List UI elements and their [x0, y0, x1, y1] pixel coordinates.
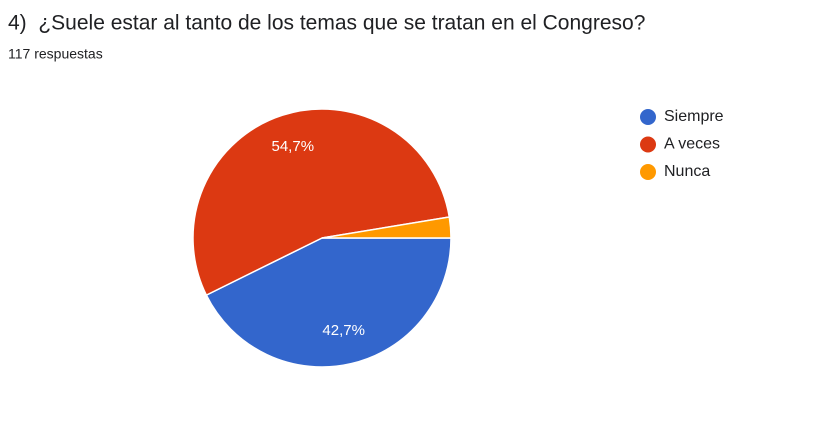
slice-label: 54,7%	[272, 138, 315, 155]
legend-label: A veces	[664, 136, 720, 153]
legend-swatch	[640, 136, 656, 153]
slice-label: 42,7%	[322, 322, 365, 339]
legend-swatch	[640, 109, 656, 125]
legend-label: Nunca	[664, 163, 710, 180]
chart-subtitle: 117 respuestas	[8, 46, 103, 62]
legend-label: Siempre	[664, 108, 724, 125]
pie-slice	[192, 108, 451, 297]
pie-slice	[205, 237, 452, 368]
pie-slice	[321, 216, 452, 239]
legend-swatch	[640, 164, 656, 180]
chart-title: 4) ¿Suele estar al tanto de los temas qu…	[8, 12, 645, 35]
